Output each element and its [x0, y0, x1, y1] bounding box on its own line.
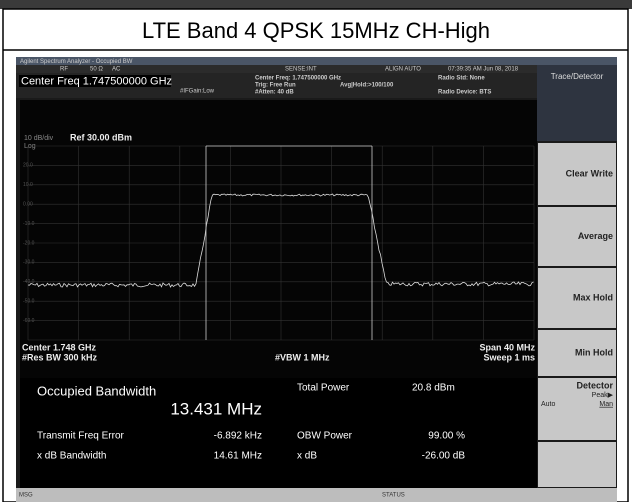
status-bar: [16, 488, 617, 502]
detector-label: Detector: [576, 380, 613, 390]
softkey-header: [537, 65, 617, 141]
screenshot: Agilent Spectrum Analyzer - Occupied BW …: [16, 57, 617, 502]
log: Log: [24, 143, 36, 150]
y-label: -10.0: [23, 221, 35, 227]
xdb-bw-label: x dB Bandwidth: [37, 451, 107, 462]
y-label: -50.0: [23, 299, 35, 305]
obw-label: Occupied Bandwidth: [37, 383, 156, 398]
align: ALIGN AUTO: [385, 67, 421, 73]
rf: RF: [60, 67, 68, 73]
measurement-panel: [20, 378, 537, 488]
center-freq-info: Center Freq: 1.747500000 GHz: [255, 76, 341, 82]
y-label: -30.0: [23, 260, 35, 266]
total-power-value: 20.8 dBm: [412, 383, 455, 394]
sweep: Sweep 1 ms: [483, 352, 535, 362]
res-bw: #Res BW 300 kHz: [22, 352, 98, 362]
window-title: Agilent Spectrum Analyzer - Occupied BW: [20, 59, 133, 65]
softkey-label: Clear Write: [566, 168, 613, 178]
avg-hold: Avg|Hold:>100/100: [340, 83, 394, 89]
if-gain: #IFGain:Low: [180, 89, 215, 95]
xdb-bw-value: 14.61 MHz: [214, 451, 262, 462]
softkey-label: Average: [578, 231, 613, 241]
msg: MSG: [19, 493, 33, 499]
span: Span 40 MHz: [479, 342, 535, 352]
center: Center 1.748 GHz: [22, 342, 97, 352]
y-label: -40.0: [23, 279, 35, 285]
y-label: -60.0: [23, 318, 35, 324]
empty-key: [538, 442, 616, 487]
atten: #Atten: 40 dB: [255, 90, 294, 96]
center-freq: Center Freq 1.747500000 GHz: [21, 75, 172, 87]
vbw: #VBW 1 MHz: [275, 352, 330, 362]
freq-error-value: -6.892 kHz: [214, 431, 262, 442]
datetime: 07:39:35 AM Jun 08, 2018: [448, 67, 519, 73]
trace: [27, 193, 534, 288]
obw-power-value: 99.00 %: [428, 431, 465, 442]
detector-key[interactable]: [538, 378, 616, 440]
y-label: 10.0: [23, 182, 33, 188]
xdb-value: -26.00 dB: [422, 451, 466, 462]
title: LTE Band 4 QPSK 15MHz CH-High: [142, 18, 490, 43]
xdb-label: x dB: [297, 451, 317, 462]
coupling: AC: [112, 67, 121, 73]
obw-power-label: OBW Power: [297, 431, 353, 442]
softkey-menu: Trace/Detector: [551, 72, 604, 81]
window-bar: [16, 57, 617, 65]
center-freq-box: [19, 75, 171, 87]
impedance: 50 Ω: [90, 67, 103, 73]
radio-device: Radio Device: BTS: [438, 90, 491, 96]
softkey[interactable]: [538, 268, 616, 328]
detector-man: Man: [599, 401, 613, 408]
total-power-label: Total Power: [297, 383, 350, 394]
y-label: 0.00: [23, 202, 33, 208]
sense: SENSE:INT: [285, 67, 317, 73]
graticule: 20.0 10.0 0.00 -10.0 -20.0 -30.0 -40.0 -50.0 -60…: [23, 145, 535, 341]
y-label: 20.0: [23, 163, 33, 169]
status-row: [16, 65, 537, 73]
radio-std: Radio Std: None: [438, 76, 485, 82]
softkey[interactable]: [538, 143, 616, 205]
ref-level: Ref 30.00 dBm: [70, 132, 132, 142]
status: STATUS: [382, 493, 405, 499]
top-strip: [0, 0, 632, 9]
softkey-label: Min Hold: [575, 347, 613, 357]
detector-auto: Auto: [541, 401, 556, 408]
softkey-label: Max Hold: [573, 292, 613, 302]
softkey[interactable]: [538, 330, 616, 376]
detector-value: Peak▶: [592, 392, 614, 399]
softkey[interactable]: [538, 207, 616, 266]
freq-error-label: Transmit Freq Error: [37, 431, 125, 442]
scale: 10 dB/div: [24, 135, 54, 142]
y-label: -20.0: [23, 240, 35, 246]
trig: Trig: Free Run: [255, 83, 296, 89]
obw-value: 13.431 MHz: [170, 399, 262, 418]
softkeys: Clear Write Average Max Hold Min Hold: [538, 143, 616, 376]
